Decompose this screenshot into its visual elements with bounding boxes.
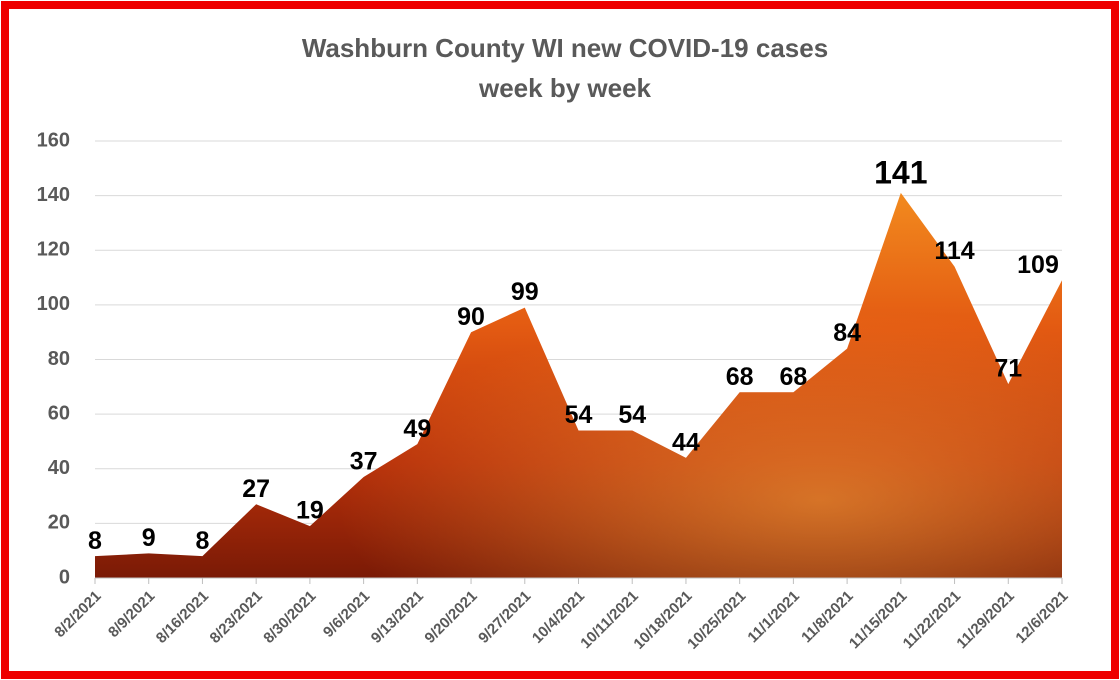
data-label: 71: [994, 355, 1022, 383]
chart-title: week by week: [478, 73, 652, 103]
data-label: 84: [833, 319, 861, 347]
y-tick-label: 160: [37, 129, 70, 151]
data-label: 109: [1017, 251, 1059, 279]
data-label: 68: [779, 363, 807, 391]
chart-title: Washburn County WI new COVID-19 cases: [302, 33, 828, 63]
data-label: 19: [296, 497, 324, 525]
y-tick-label: 60: [48, 402, 70, 424]
data-label: 54: [565, 401, 593, 429]
data-label: 90: [457, 303, 485, 331]
y-tick-label: 100: [37, 293, 70, 315]
y-tick-label: 120: [37, 239, 70, 261]
data-label: 44: [672, 428, 700, 456]
y-tick-label: 0: [59, 566, 70, 588]
data-label: 141: [874, 154, 927, 190]
data-label: 9: [142, 524, 156, 552]
data-label: 37: [350, 448, 378, 476]
data-label: 8: [195, 527, 209, 555]
data-label: 54: [618, 401, 646, 429]
y-tick-label: 80: [48, 348, 70, 370]
data-label: 99: [511, 278, 539, 306]
y-tick-label: 140: [37, 184, 70, 206]
data-label: 49: [403, 415, 431, 443]
data-label: 114: [934, 237, 974, 265]
y-tick-label: 20: [48, 512, 70, 534]
area-glow: [95, 192, 1062, 579]
data-label: 68: [726, 363, 754, 391]
data-label: 27: [242, 475, 270, 503]
data-label: 8: [88, 527, 102, 555]
y-tick-label: 40: [48, 457, 70, 479]
